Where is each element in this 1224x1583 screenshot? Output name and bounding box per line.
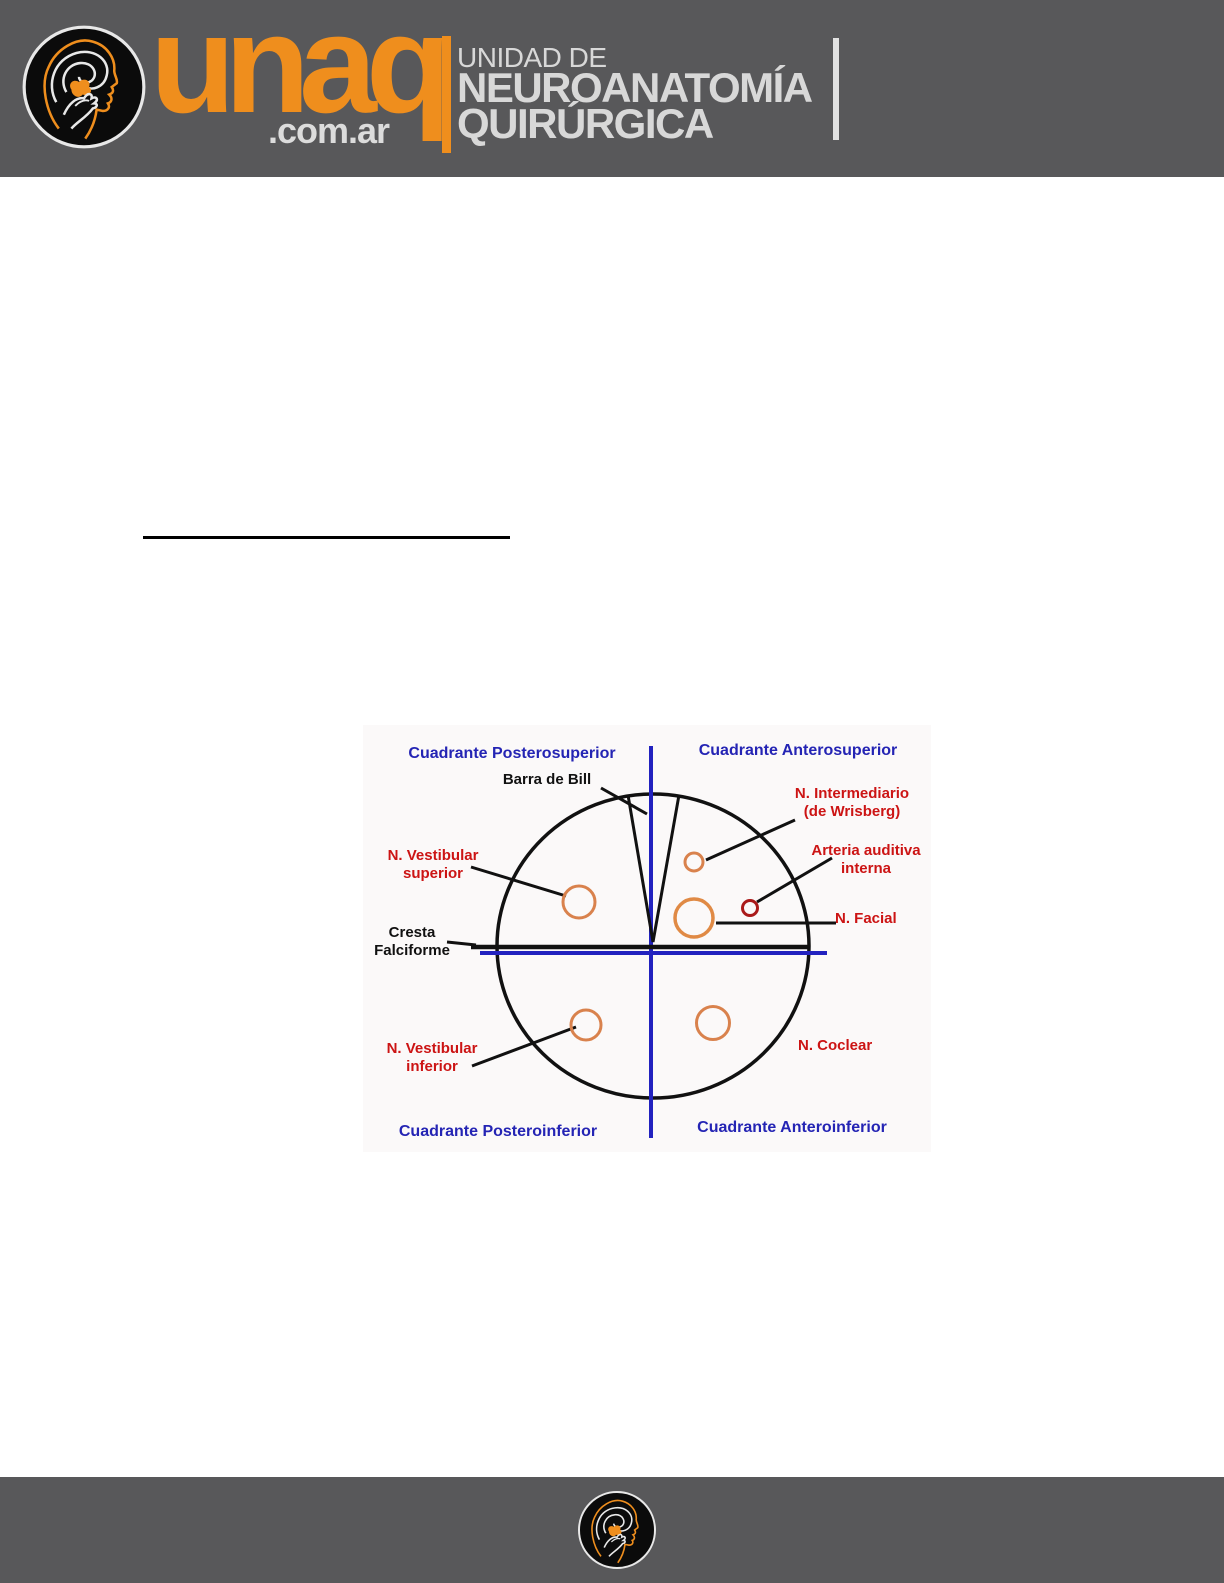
label-n-intermediario-line2: (de Wrisberg) (803, 803, 901, 820)
title-underline (143, 536, 510, 539)
header-orange-divider (442, 36, 451, 153)
barra-de-bill-pointer (600, 786, 648, 816)
label-n-vestibular-inferior-line2: inferior (406, 1058, 458, 1075)
label-cresta-line1: Cresta (388, 924, 436, 941)
label-n-vestibular-inferior: N. Vestibular inferior (387, 1040, 478, 1076)
n-intermediario-circle (683, 851, 705, 873)
vestibular-inferior-pointer (471, 1025, 577, 1068)
brand-domain: .com.ar (268, 110, 390, 151)
vestibular-superior-pointer (470, 865, 567, 898)
barra-de-bill-wedge (626, 794, 681, 943)
label-cuadrante-posteroinferior: Cuadrante Posteroinferior (398, 1123, 598, 1140)
label-arteria-auditiva: Arteria auditiva interna (811, 842, 920, 878)
arteria-pointer (756, 856, 833, 904)
label-cresta-line2: Falciforme (374, 942, 450, 959)
footer-banner (0, 1477, 1224, 1583)
unaq-logo-icon (20, 24, 148, 150)
label-n-vestibular-superior: N. Vestibular superior (388, 847, 479, 883)
label-cuadrante-anterosuperior: Cuadrante Anterosuperior (698, 742, 898, 759)
header-light-divider (833, 38, 839, 140)
n-coclear-circle (695, 1005, 731, 1041)
label-barra-de-bill: Barra de Bill (502, 771, 592, 788)
n-vestibular-inferior-circle (569, 1008, 603, 1042)
label-arteria-line2: interna (840, 860, 891, 877)
label-cuadrante-posterosuperior: Cuadrante Posterosuperior (408, 745, 616, 762)
label-n-vestibular-superior-line1: N. Vestibular (387, 847, 479, 864)
brand-wordmark: unaq (150, 0, 451, 142)
unaq-footer-logo-icon (577, 1490, 657, 1570)
intermediario-pointer (705, 818, 796, 862)
cresta-pointer (446, 940, 477, 947)
label-n-intermediario: N. Intermediario (de Wrisberg) (795, 785, 909, 821)
header-banner: unaq .com.ar UNIDAD DE NEUROANATOMÍA QUI… (0, 0, 1224, 177)
label-cresta-falciforme: Cresta Falciforme (374, 924, 450, 960)
label-n-intermediario-line1: N. Intermediario (794, 785, 910, 802)
unit-name-line-1: UNIDAD DE (457, 42, 607, 73)
arteria-auditiva-circle (741, 899, 759, 917)
unit-name-line-3: QUIRÚRGICA (457, 100, 714, 147)
label-n-vestibular-inferior-line1: N. Vestibular (386, 1040, 478, 1057)
n-facial-circle (673, 897, 715, 939)
label-n-coclear: N. Coclear (798, 1037, 873, 1054)
label-n-facial: N. Facial (835, 910, 897, 927)
diagram-artwork (446, 746, 836, 1138)
unit-name-line-2: NEUROANATOMÍA (457, 64, 813, 111)
n-vestibular-superior-circle (561, 884, 597, 920)
label-cuadrante-anteroinferior: Cuadrante Anteroinferior (697, 1119, 887, 1136)
internal-auditory-canal-diagram: Cuadrante Posterosuperior Cuadrante Ante… (363, 725, 931, 1152)
label-n-vestibular-superior-line2: superior (402, 865, 463, 882)
label-arteria-line1: Arteria auditiva (811, 842, 921, 859)
